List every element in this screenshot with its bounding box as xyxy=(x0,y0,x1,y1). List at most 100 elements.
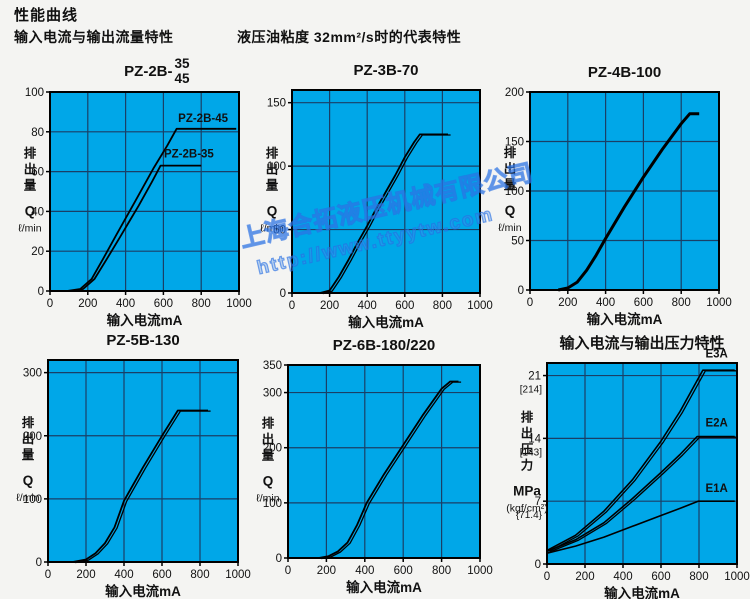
svg-text:0: 0 xyxy=(285,565,291,577)
svg-text:200: 200 xyxy=(558,297,577,309)
svg-text:300: 300 xyxy=(23,368,42,380)
svg-text:E3A: E3A xyxy=(705,349,727,361)
svg-text:PZ-4B-100: PZ-4B-100 xyxy=(588,64,661,81)
svg-text:150: 150 xyxy=(267,98,286,110)
svg-text:[143]: [143] xyxy=(520,447,542,458)
page-title: 性能曲线 xyxy=(14,7,79,24)
chart-pz-5b-130: 0 200 400 600 800 1000 300 200 100 0 输入电流mA PZ-5B-1… xyxy=(0,322,252,599)
svg-text:20: 20 xyxy=(31,246,44,258)
svg-text:60: 60 xyxy=(31,167,44,179)
svg-text:200: 200 xyxy=(505,87,524,99)
svg-text:800: 800 xyxy=(689,571,708,583)
svg-text:排: 排 xyxy=(504,145,517,160)
svg-text:ℓ/min: ℓ/min xyxy=(256,493,279,505)
svg-text:量: 量 xyxy=(266,179,279,193)
svg-text:0: 0 xyxy=(36,557,42,569)
svg-text:排: 排 xyxy=(521,410,534,425)
svg-text:输入电流mA: 输入电流mA xyxy=(604,585,680,599)
svg-text:1000: 1000 xyxy=(467,565,493,577)
svg-text:0: 0 xyxy=(544,571,550,583)
svg-text:出: 出 xyxy=(262,432,275,447)
svg-text:输入电流mA: 输入电流mA xyxy=(348,314,424,330)
svg-text:200: 200 xyxy=(575,571,594,583)
chart-pz-6b-180-220: 0 200 400 600 800 1000 350 300 200 100 0 输入电流mA PZ-6… xyxy=(252,322,492,599)
svg-text:14: 14 xyxy=(528,433,541,445)
svg-text:200: 200 xyxy=(76,569,95,581)
svg-text:21: 21 xyxy=(528,371,541,383)
svg-text:100: 100 xyxy=(267,161,286,173)
chart-canvas: 0 200 400 600 800 1000 21 [214] 14 [143] 7 {71.4} 0 输… xyxy=(506,334,750,599)
svg-text:0: 0 xyxy=(280,288,286,300)
svg-text:1000: 1000 xyxy=(225,569,251,581)
svg-text:400: 400 xyxy=(596,297,615,309)
svg-text:50: 50 xyxy=(511,236,524,248)
svg-text:Q: Q xyxy=(263,474,274,489)
svg-text:0: 0 xyxy=(47,298,53,310)
svg-text:800: 800 xyxy=(433,300,452,312)
svg-text:200: 200 xyxy=(317,565,336,577)
svg-text:{71.4}: {71.4} xyxy=(516,510,543,521)
svg-text:排: 排 xyxy=(22,415,35,430)
svg-text:量: 量 xyxy=(262,449,275,463)
svg-text:出: 出 xyxy=(24,162,37,177)
svg-text:Q: Q xyxy=(267,204,278,219)
chart-pz-2b-35-45: 0 200 400 600 800 1000 100 80 60 40 20 0 输入电流mA PZ-2B… xyxy=(0,48,252,332)
svg-text:0: 0 xyxy=(38,286,44,298)
svg-text:PZ-5B-130: PZ-5B-130 xyxy=(106,332,179,349)
svg-text:PZ-3B-70: PZ-3B-70 xyxy=(353,62,418,79)
subtitle-flow-characteristic: 输入电流与输出流量特性 xyxy=(14,29,174,45)
svg-text:PZ-6B-180/220: PZ-6B-180/220 xyxy=(333,337,436,354)
svg-text:100: 100 xyxy=(263,498,282,510)
svg-text:1000: 1000 xyxy=(706,297,732,309)
svg-text:0: 0 xyxy=(276,553,282,565)
svg-text:PZ-2B-35: PZ-2B-35 xyxy=(164,149,214,161)
svg-text:出: 出 xyxy=(521,426,534,441)
svg-text:输入电流与输出压力特性: 输入电流与输出压力特性 xyxy=(559,334,724,352)
chart-pz-3b-70: 0 200 400 600 800 1000 150 100 50 0 输入电流mA PZ-3B-70… xyxy=(252,48,492,332)
svg-text:输入电流mA: 输入电流mA xyxy=(587,311,663,327)
svg-text:100: 100 xyxy=(23,494,42,506)
svg-text:PZ-2B-45: PZ-2B-45 xyxy=(178,113,228,125)
svg-text:600: 600 xyxy=(651,571,670,583)
svg-text:(kgf/cm²): (kgf/cm²) xyxy=(506,503,547,515)
svg-text:200: 200 xyxy=(23,431,42,443)
chart-canvas: 0 200 400 600 800 1000 150 100 50 0 输入电流mA PZ-3B-70… xyxy=(260,62,492,330)
svg-text:400: 400 xyxy=(613,571,632,583)
svg-text:7: 7 xyxy=(535,496,541,508)
svg-text:ℓ/min: ℓ/min xyxy=(16,492,39,504)
svg-text:400: 400 xyxy=(116,298,135,310)
svg-text:量: 量 xyxy=(24,179,37,193)
svg-text:400: 400 xyxy=(114,569,133,581)
svg-text:100: 100 xyxy=(505,186,524,198)
svg-text:50: 50 xyxy=(273,225,286,237)
svg-text:0: 0 xyxy=(45,569,51,581)
svg-text:200: 200 xyxy=(320,300,339,312)
svg-text:Q: Q xyxy=(25,204,36,219)
svg-text:0: 0 xyxy=(289,300,295,312)
svg-text:输入电流mA: 输入电流mA xyxy=(107,312,183,328)
svg-text:出: 出 xyxy=(504,161,517,176)
svg-text:400: 400 xyxy=(358,300,377,312)
svg-text:350: 350 xyxy=(263,360,282,372)
chart-canvas: 0 200 400 600 800 1000 200 150 100 50 0 输入电流mA PZ-4B… xyxy=(498,64,732,327)
svg-text:600: 600 xyxy=(152,569,171,581)
svg-text:MPa: MPa xyxy=(513,484,541,499)
svg-text:[214]: [214] xyxy=(520,385,542,396)
svg-text:800: 800 xyxy=(190,569,209,581)
svg-text:600: 600 xyxy=(395,300,414,312)
svg-text:Q: Q xyxy=(505,203,516,218)
svg-text:300: 300 xyxy=(263,388,282,400)
chart-canvas: 0 200 400 600 800 10003002001000输入电流mAPZ-5B-1… xyxy=(16,332,251,599)
svg-text:Q: Q xyxy=(23,473,34,488)
svg-text:排: 排 xyxy=(266,146,279,161)
chart-canvas: 0 200 400 600 800 10003503002001000输入电流mAPZ-6… xyxy=(256,337,492,595)
svg-text:排: 排 xyxy=(262,416,275,431)
svg-text:输入电流mA: 输入电流mA xyxy=(105,583,181,599)
svg-text:150: 150 xyxy=(505,137,524,149)
svg-text:0: 0 xyxy=(518,285,524,297)
svg-text:35: 35 xyxy=(175,56,191,71)
chart-canvas: 0 200 400 600 800 1000100806040200输入电流mAPZ-2B… xyxy=(18,56,251,328)
svg-text:0: 0 xyxy=(527,297,533,309)
svg-text:E2A: E2A xyxy=(705,418,727,430)
